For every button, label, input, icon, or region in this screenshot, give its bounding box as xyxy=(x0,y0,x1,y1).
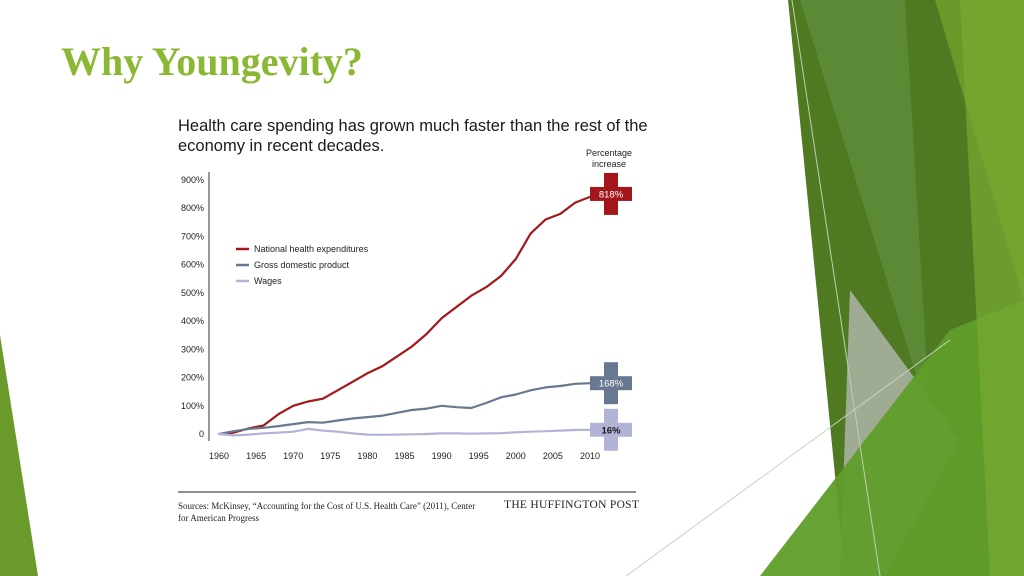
x-tick-label: 1990 xyxy=(432,451,452,461)
callout-heading-line: increase xyxy=(592,159,626,169)
x-tick-label: 1985 xyxy=(394,451,414,461)
y-tick-label: 900% xyxy=(181,175,204,185)
callout-heading: Percentage increase xyxy=(586,148,632,169)
x-tick-label: 1995 xyxy=(469,451,489,461)
chart-title: Health care spending has grown much fast… xyxy=(178,117,648,155)
callout-value: 168% xyxy=(599,379,624,390)
percentage-callout: 16% xyxy=(590,408,632,451)
x-tick-label: 1975 xyxy=(320,451,340,461)
callout-cross-horizontal xyxy=(590,186,632,201)
x-tick-label: 2005 xyxy=(543,451,563,461)
y-tick-label: 800% xyxy=(181,203,204,213)
y-tick-label: 0 xyxy=(199,429,204,439)
legend: National health expenditures Gross domest… xyxy=(236,244,369,286)
percentage-callouts: 818% 168% 16% xyxy=(590,172,632,451)
right-decor-facet xyxy=(800,0,930,420)
y-tick-label: 700% xyxy=(181,231,204,241)
callout-value: 818% xyxy=(599,189,624,200)
percentage-callout: 168% xyxy=(590,362,632,405)
slide-title: Why Youngevity? xyxy=(61,39,363,84)
y-tick-label: 200% xyxy=(181,373,204,383)
x-tick-label: 2000 xyxy=(506,451,526,461)
series-line xyxy=(217,382,592,436)
series-line xyxy=(217,195,592,436)
y-tick-label: 500% xyxy=(181,288,204,298)
x-tick-label: 1965 xyxy=(246,451,266,461)
y-tick-label: 400% xyxy=(181,316,204,326)
series-lines xyxy=(217,195,592,437)
x-tick-label: 2010 xyxy=(580,451,600,461)
percentage-callout: 818% xyxy=(590,172,632,215)
legend-label: National health expenditures xyxy=(254,244,369,254)
axis-layer: 0 100% 200% 300% 400% 500% 600% 700% 800% 900% 196… xyxy=(178,172,636,493)
left-accent-triangle xyxy=(0,335,38,576)
series-line xyxy=(217,427,592,437)
right-decor-facet xyxy=(960,0,1024,576)
callout-cross-horizontal xyxy=(590,376,632,391)
decor-line xyxy=(625,339,951,576)
y-tick-label: 100% xyxy=(181,401,204,411)
x-tick-label: 1980 xyxy=(357,451,377,461)
legend-label: Gross domestic product xyxy=(254,260,350,270)
callout-heading-line: Percentage xyxy=(586,148,632,158)
callout-cross-horizontal xyxy=(590,422,632,437)
decor-line xyxy=(791,0,881,576)
legend-label: Wages xyxy=(254,276,282,286)
chart-figure: 0 100% 200% 300% 400% 500% 600% 700% 800% 900% 196… xyxy=(170,108,650,538)
line-chart: 0 100% 200% 300% 400% 500% 600% 700% 800% 900% 196… xyxy=(178,148,636,493)
y-tick-label: 600% xyxy=(181,260,204,270)
chart-sources: Sources: McKinsey, “Accounting for the C… xyxy=(178,501,476,523)
callout-value: 16% xyxy=(601,425,621,436)
x-tick-label: 1970 xyxy=(283,451,303,461)
y-tick-label: 300% xyxy=(181,344,204,354)
right-decor-facet xyxy=(760,300,1024,576)
x-tick-label: 1960 xyxy=(209,451,229,461)
publisher-credit: THE HUFFINGTON POST xyxy=(504,499,640,511)
